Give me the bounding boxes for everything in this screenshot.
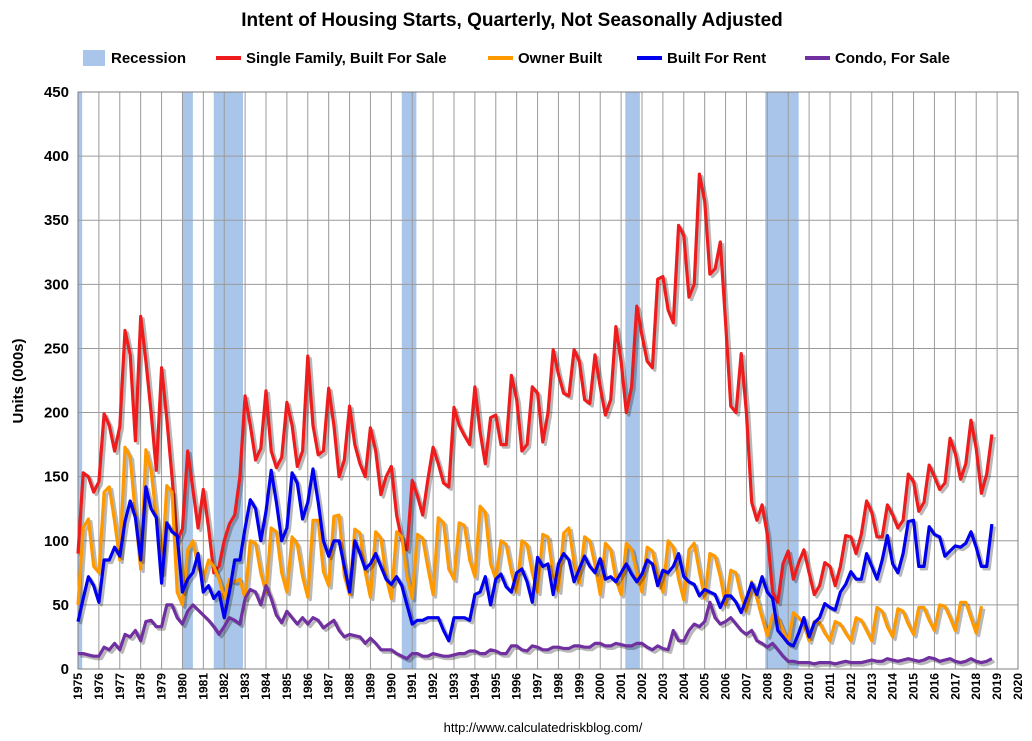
series-line-shadow	[78, 469, 996, 651]
x-tick-label: 1977	[113, 673, 127, 700]
x-tick-label: 1976	[92, 673, 106, 700]
x-tick-label: 1983	[238, 673, 252, 700]
y-tick-label: 100	[44, 533, 69, 550]
x-tick-label: 1996	[510, 673, 524, 700]
recession-band	[78, 92, 83, 669]
x-tick-label: 1986	[301, 673, 315, 700]
y-tick-label: 150	[44, 469, 69, 486]
legend-label-recession: Recession	[111, 50, 186, 67]
x-tick-label: 2005	[698, 673, 712, 700]
x-tick-label: 1995	[489, 673, 503, 700]
x-tick-label: 2019	[990, 673, 1004, 700]
series-line-2	[76, 445, 983, 646]
x-tick-label: 2004	[677, 673, 691, 700]
y-tick-label: 0	[61, 661, 69, 678]
recession-band	[401, 92, 417, 669]
series-line-1	[76, 172, 994, 604]
x-tick-label: 1982	[217, 673, 231, 700]
x-tick-label: 2007	[739, 673, 753, 700]
x-tick-label: 1998	[551, 673, 565, 700]
source-url: http://www.calculatedriskblog.com/	[444, 720, 643, 735]
chart-title: Intent of Housing Starts, Quarterly, Not…	[241, 10, 783, 31]
y-tick-label: 450	[44, 84, 69, 101]
x-tick-label: 2011	[823, 673, 837, 699]
x-tick-labels: 1975 1976 1977 1978 1979 1980 1981 1982 1983 1984…	[71, 673, 1025, 700]
x-tick-label: 1978	[134, 673, 148, 700]
x-tick-label: 1987	[322, 673, 336, 700]
legend-label-series: Built For Rent	[667, 50, 766, 67]
x-tick-label: 2003	[656, 673, 670, 700]
y-tick-label: 250	[44, 340, 69, 357]
x-tick-label: 2020	[1011, 673, 1025, 700]
legend-label-series: Single Family, Built For Sale	[246, 50, 447, 67]
x-tick-label: 2009	[781, 673, 795, 700]
recession-band	[182, 92, 193, 669]
x-tick-label: 2002	[635, 673, 649, 700]
x-tick-label: 1980	[175, 673, 189, 700]
x-tick-label: 1988	[343, 673, 357, 700]
recession-band	[213, 92, 244, 669]
x-tick-label: 2018	[969, 673, 983, 700]
x-tick-label: 2001	[614, 673, 628, 700]
legend-label-series: Condo, For Sale	[835, 50, 950, 67]
legend-label-series: Owner Built	[518, 50, 602, 67]
series-lines	[76, 172, 996, 669]
y-tick-label: 50	[52, 597, 69, 614]
legend-swatch-recession	[83, 50, 105, 66]
y-tick-label: 300	[44, 276, 69, 293]
x-tick-label: 1989	[363, 673, 377, 700]
x-tick-label: 1990	[384, 673, 398, 700]
x-tick-label: 1975	[71, 673, 85, 700]
x-tick-label: 1991	[405, 673, 419, 700]
x-tick-label: 2016	[927, 673, 941, 700]
legend: Recession Single Family, Built For Sale Ow…	[83, 50, 950, 67]
x-tick-label: 2006	[719, 673, 733, 700]
y-tick-label: 350	[44, 212, 69, 229]
x-tick-label: 1979	[155, 673, 169, 700]
x-tick-label: 1997	[531, 673, 545, 700]
x-tick-label: 1984	[259, 673, 273, 700]
x-tick-label: 2013	[865, 673, 879, 700]
x-tick-label: 2017	[948, 673, 962, 700]
series-line-4	[78, 584, 993, 666]
x-tick-label: 2012	[844, 673, 858, 700]
x-tick-label: 1992	[426, 673, 440, 700]
series-line-3	[76, 467, 994, 648]
plot-border	[77, 91, 1019, 670]
x-tick-label: 2010	[802, 673, 816, 700]
x-tick-label: 2015	[907, 673, 921, 700]
y-tick-labels: 0 50 100 150 200 250 300 350 400 450	[44, 84, 69, 678]
x-tick-label: 1994	[468, 673, 482, 700]
x-tick-label: 1999	[572, 673, 586, 700]
x-tick-label: 1985	[280, 673, 294, 700]
x-tick-label: 2014	[886, 673, 900, 700]
x-tick-label: 1993	[447, 673, 461, 700]
y-tick-label: 200	[44, 405, 69, 422]
x-tick-label: 2008	[760, 673, 774, 700]
x-tick-label: 1981	[196, 673, 210, 700]
y-axis-label: Units (000s)	[10, 338, 27, 423]
x-tick-label: 2000	[593, 673, 607, 700]
y-tick-label: 400	[44, 148, 69, 165]
